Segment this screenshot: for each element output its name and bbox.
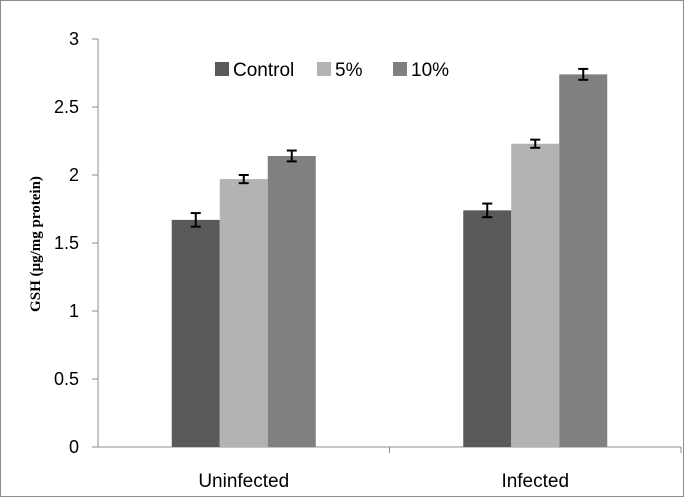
y-tick-label: 1.5 bbox=[54, 233, 79, 253]
legend-label: 10% bbox=[411, 60, 449, 81]
x-axis: Uninfected Infected bbox=[98, 446, 682, 492]
y-tick-label: 0 bbox=[69, 437, 79, 457]
y-tick-label: 1 bbox=[69, 301, 79, 321]
legend-swatch bbox=[393, 62, 407, 76]
y-tick-label: 2 bbox=[69, 165, 79, 185]
y-tick-label: 2.5 bbox=[54, 97, 79, 117]
bar-5pct-infected bbox=[511, 143, 560, 447]
y-tick-label: 3 bbox=[69, 29, 79, 49]
x-category-label: Uninfected bbox=[198, 471, 289, 492]
legend-label: Control bbox=[233, 60, 294, 81]
y-tick-label: 0.5 bbox=[54, 369, 79, 389]
bar-control-infected bbox=[463, 210, 512, 447]
error-bars bbox=[190, 67, 589, 228]
bar-10pct-uninfected bbox=[267, 155, 316, 447]
legend: Control 5% 10% bbox=[215, 60, 449, 81]
y-axis-title: GSH (µg/mg protein) bbox=[28, 176, 44, 312]
bar-control-uninfected bbox=[171, 219, 220, 447]
legend-swatch bbox=[317, 62, 331, 76]
bar-10pct-infected bbox=[559, 74, 608, 448]
bar-5pct-uninfected bbox=[219, 179, 268, 447]
legend-label: 5% bbox=[335, 60, 363, 81]
y-axis: 0 0.5 1 1.5 2 2.5 3 bbox=[54, 29, 99, 457]
x-category-label: Infected bbox=[501, 471, 569, 492]
legend-swatch bbox=[215, 62, 229, 76]
bars bbox=[171, 74, 608, 448]
